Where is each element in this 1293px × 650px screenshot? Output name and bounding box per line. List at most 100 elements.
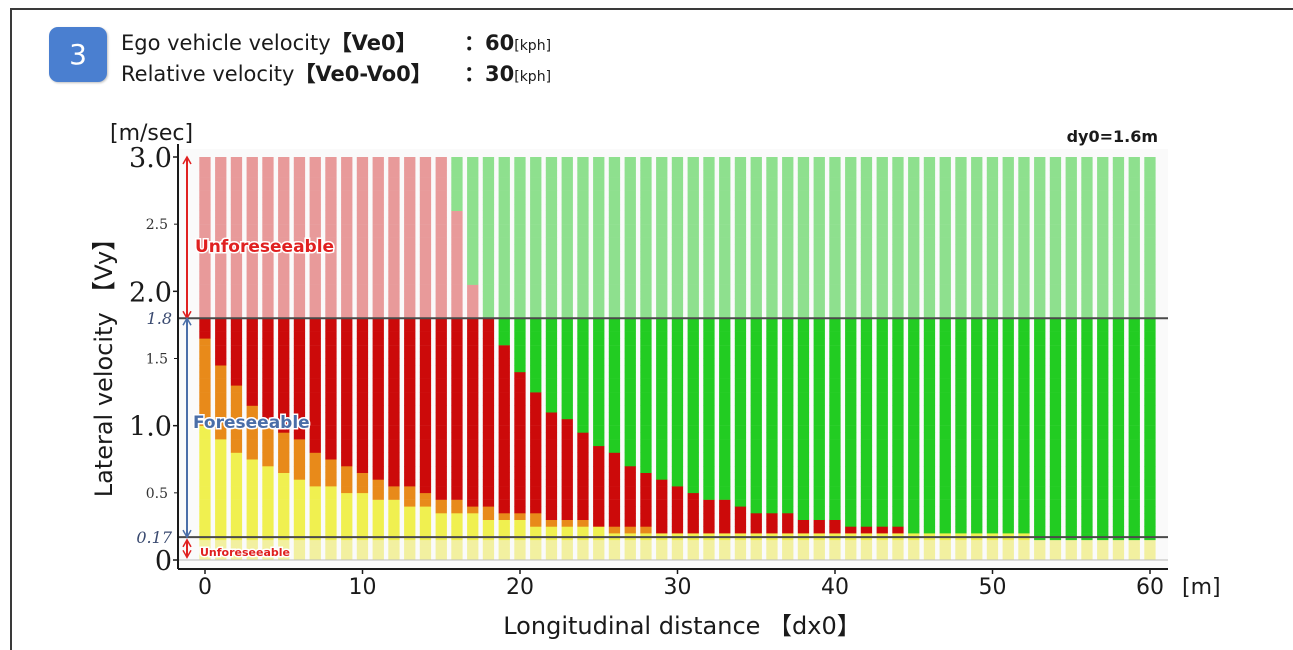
heatmap-cell xyxy=(577,190,589,198)
heatmap-cell xyxy=(986,190,999,198)
heatmap-cell xyxy=(545,230,558,238)
heatmap-cell xyxy=(451,378,463,386)
heatmap-cell xyxy=(608,479,621,487)
heatmap-cell xyxy=(545,466,558,473)
heatmap-cell xyxy=(325,324,337,332)
heatmap-cell xyxy=(656,378,668,386)
heatmap-cell xyxy=(766,244,778,252)
heatmap-cell xyxy=(388,304,400,312)
heatmap-cell xyxy=(246,277,258,285)
heatmap-cell xyxy=(640,371,652,379)
heatmap-cell xyxy=(309,230,321,238)
heatmap-cell xyxy=(876,277,888,285)
heatmap-cell xyxy=(530,291,542,299)
heatmap-cell xyxy=(246,318,258,326)
heatmap-cell xyxy=(1034,539,1046,547)
heatmap-cell xyxy=(482,237,495,245)
heatmap-cell xyxy=(860,439,873,447)
heatmap-cell xyxy=(860,331,873,339)
heatmap-cell xyxy=(876,210,888,218)
heatmap-cell xyxy=(845,230,857,238)
heatmap-cell xyxy=(404,277,416,285)
heatmap-cell xyxy=(514,439,526,447)
heatmap-cell xyxy=(782,244,794,252)
heatmap-cell xyxy=(199,338,211,346)
heatmap-cell xyxy=(829,197,841,205)
heatmap-cell xyxy=(782,210,794,218)
heatmap-cell xyxy=(435,459,447,467)
heatmap-cell xyxy=(545,553,558,561)
heatmap-cell xyxy=(971,197,983,205)
heatmap-cell xyxy=(1097,472,1109,480)
heatmap-cell xyxy=(1002,324,1014,332)
heatmap-cell xyxy=(876,486,888,494)
heatmap-cell xyxy=(876,264,888,272)
heatmap-cell xyxy=(1112,466,1125,473)
heatmap-cell xyxy=(419,418,432,426)
heatmap-cell xyxy=(262,385,274,393)
heatmap-cell xyxy=(278,392,290,400)
heatmap-cell xyxy=(845,244,857,252)
heatmap-cell xyxy=(608,519,621,527)
heatmap-cell xyxy=(750,318,762,326)
heatmap-cell xyxy=(892,351,904,359)
heatmap-cell xyxy=(750,331,762,339)
heatmap-cell xyxy=(782,539,794,547)
heatmap-cell xyxy=(577,432,589,440)
heatmap-cell xyxy=(624,486,636,494)
heatmap-cell xyxy=(829,298,841,305)
heatmap-cell xyxy=(813,210,825,218)
heatmap-cell xyxy=(278,197,290,205)
heatmap-cell xyxy=(719,398,731,406)
heatmap-cell xyxy=(1018,499,1030,507)
heatmap-cell xyxy=(577,392,589,400)
heatmap-cell xyxy=(530,264,542,272)
heatmap-cell xyxy=(498,291,510,299)
heatmap-cell xyxy=(278,513,290,520)
heatmap-cell xyxy=(1049,526,1062,534)
heatmap-cell xyxy=(1081,513,1093,520)
heatmap-cell xyxy=(388,539,400,547)
heatmap-cell xyxy=(1081,298,1093,305)
heatmap-cell xyxy=(199,271,211,279)
heatmap-cell xyxy=(1081,264,1093,272)
heatmap-cell xyxy=(1018,284,1030,292)
heatmap-cell xyxy=(813,405,825,413)
heatmap-cell xyxy=(876,519,888,527)
heatmap-cell xyxy=(876,459,888,467)
heatmap-cell xyxy=(593,338,605,346)
heatmap-cell xyxy=(246,412,258,420)
heatmap-cell xyxy=(813,324,825,332)
heatmap-cell xyxy=(1128,506,1140,514)
heatmap-cell xyxy=(1112,257,1125,265)
heatmap-cell xyxy=(1034,452,1046,460)
heatmap-cell xyxy=(199,224,211,232)
heatmap-cell xyxy=(325,385,337,393)
heatmap-cell xyxy=(388,351,400,359)
heatmap-cell xyxy=(1097,519,1109,527)
heatmap-cell xyxy=(782,405,794,413)
heatmap-cell xyxy=(356,385,369,393)
heatmap-cell xyxy=(624,506,636,514)
heatmap-cell xyxy=(309,251,321,258)
heatmap-cell xyxy=(892,264,904,272)
heatmap-cell xyxy=(451,418,463,426)
heatmap-cell xyxy=(734,318,747,326)
heatmap-cell xyxy=(372,324,384,332)
heatmap-cell xyxy=(671,385,684,393)
heatmap-column xyxy=(687,157,699,561)
heatmap-cell xyxy=(750,345,762,353)
heatmap-cell xyxy=(498,546,510,554)
relative-velocity-line: Relative velocity【Ve0-Vo0】 ：30[kph] xyxy=(121,58,551,88)
heatmap-column xyxy=(640,157,652,561)
heatmap-cell xyxy=(1144,197,1156,205)
heatmap-cell xyxy=(908,405,920,413)
heatmap-cell xyxy=(341,513,353,520)
heatmap-cell xyxy=(1128,183,1140,191)
heatmap-cell xyxy=(860,365,873,373)
heatmap-cell xyxy=(719,264,731,272)
heatmap-cell xyxy=(719,271,731,279)
heatmap-cell xyxy=(719,526,731,534)
heatmap-cell xyxy=(309,526,321,534)
heatmap-cell xyxy=(1128,432,1140,440)
